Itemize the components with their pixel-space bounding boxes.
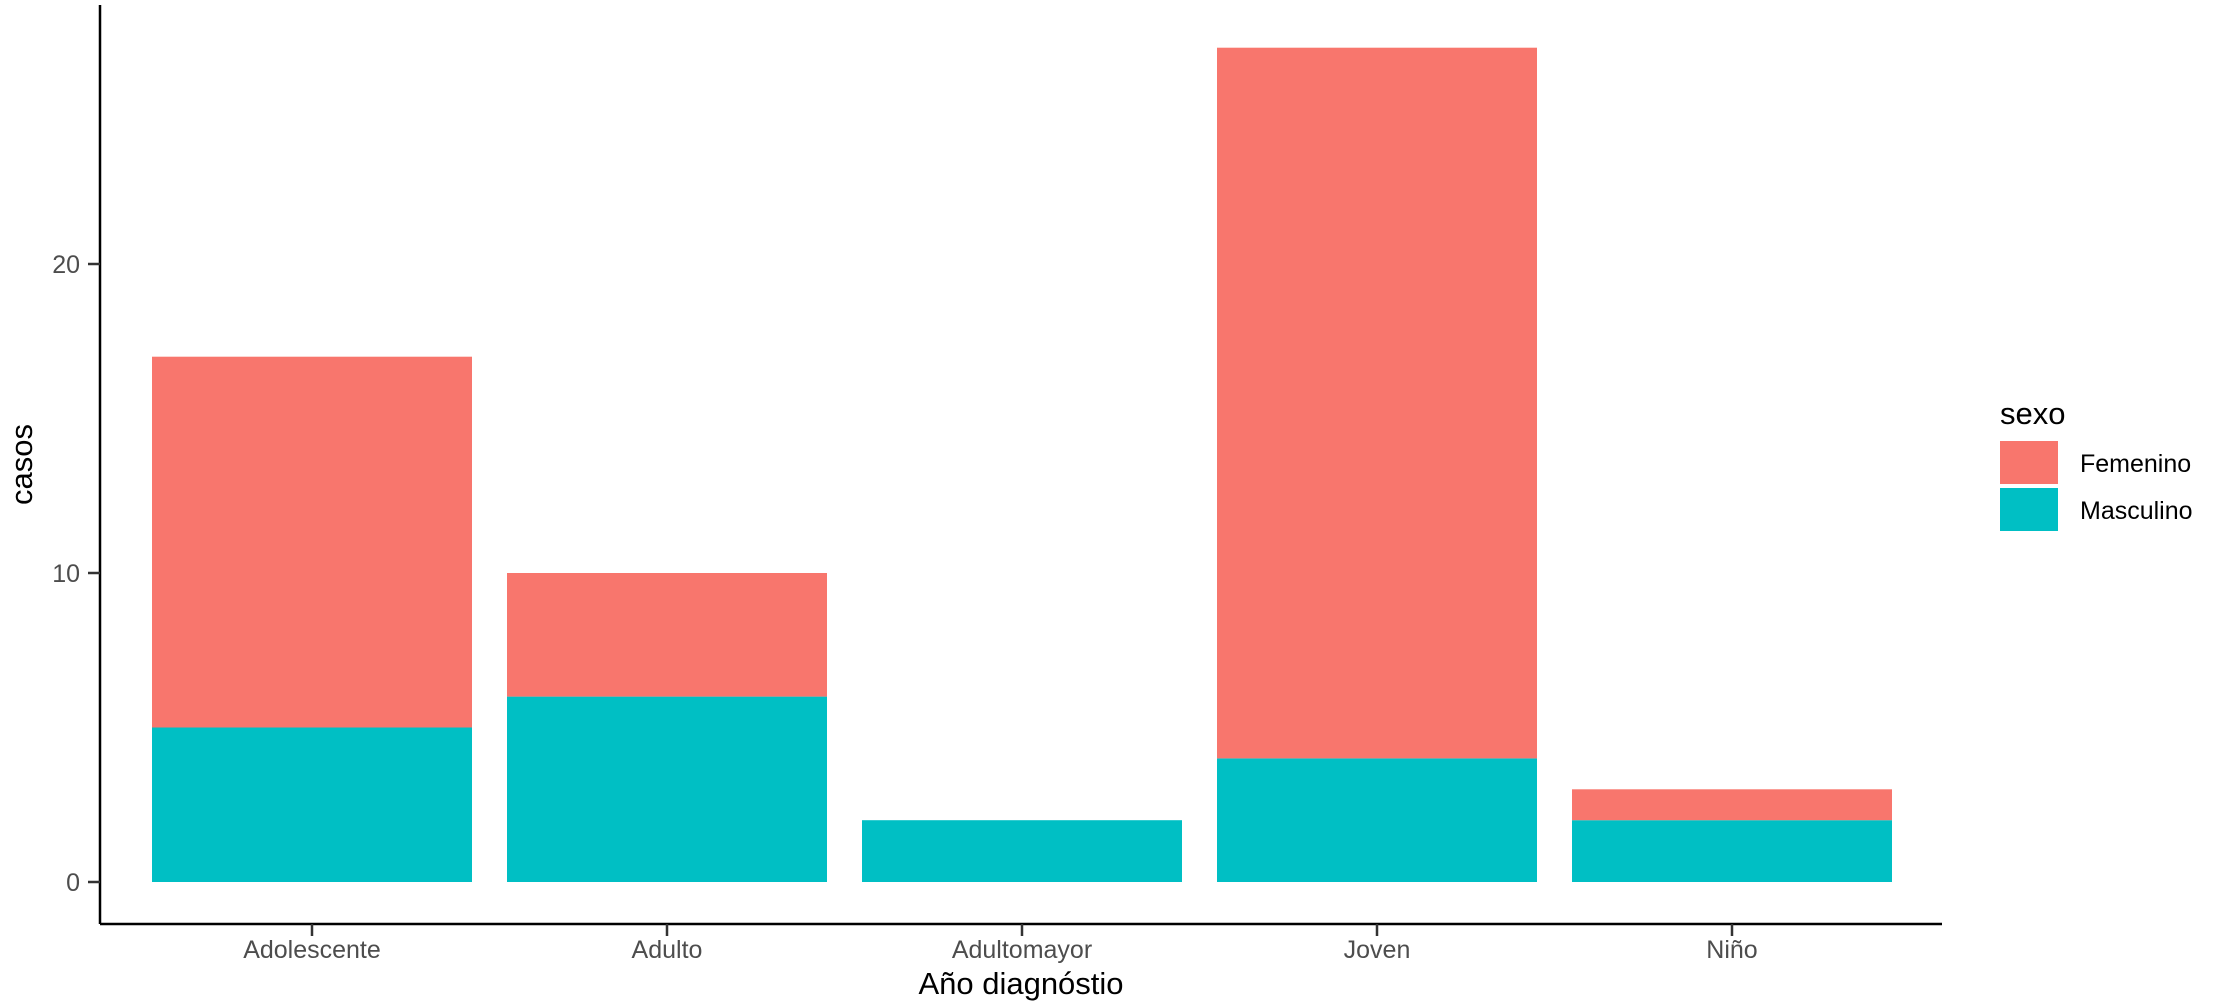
x-tick-label: Adolescente	[243, 936, 381, 964]
bar-niño-masculino	[1572, 820, 1892, 882]
bar-joven-masculino	[1217, 758, 1537, 882]
x-tick-label: Joven	[1344, 936, 1411, 964]
y-tick-label: 10	[52, 560, 80, 588]
y-tick-label: 20	[52, 251, 80, 279]
bar-adulto-masculino	[507, 696, 827, 882]
bar-adulto-femenino	[507, 573, 827, 697]
legend: sexo Femenino Masculino	[2000, 396, 2193, 531]
legend-label-masculino: Masculino	[2080, 497, 2193, 525]
x-tick-label: Adultomayor	[952, 936, 1092, 964]
legend-swatch-masculino	[2000, 488, 2058, 531]
y-axis-title: casos	[4, 424, 39, 505]
bar-adolescente-femenino	[152, 356, 472, 728]
legend-swatch-femenino	[2000, 441, 2058, 484]
x-axis-title: Año diagnóstio	[918, 966, 1123, 1001]
x-ticks: Adolescente Adulto Adultomayor Joven Niño	[243, 924, 1758, 964]
y-ticks: 0 10 20	[52, 251, 100, 897]
x-tick-label: Niño	[1706, 936, 1757, 964]
legend-title: sexo	[2000, 396, 2065, 431]
bar-adolescente-masculino	[152, 727, 472, 882]
x-tick-label: Adulto	[632, 936, 703, 964]
legend-entries: Femenino Masculino	[2000, 441, 2193, 531]
y-tick-label: 0	[66, 869, 80, 897]
bar-joven-femenino	[1217, 47, 1537, 759]
bar-niño-femenino	[1572, 789, 1892, 821]
bars-layer	[152, 47, 1892, 882]
legend-label-femenino: Femenino	[2080, 450, 2191, 478]
bar-adultomayor-masculino	[862, 820, 1182, 882]
